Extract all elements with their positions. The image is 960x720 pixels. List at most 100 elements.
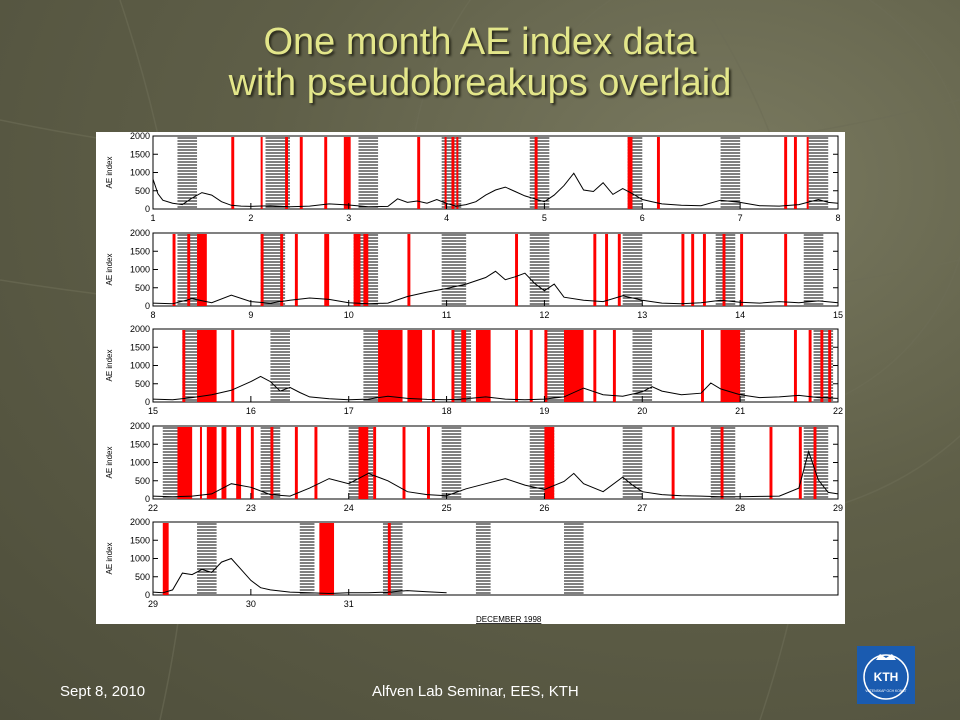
slide-title: One month AE index data with pseudobreak… — [0, 22, 960, 104]
logo-subtext: VETENSKAP OCH KONST — [865, 689, 906, 693]
x-tick-label: 29 — [833, 503, 843, 513]
x-tick-label: 20 — [637, 406, 647, 416]
pseudobreakup-bar — [702, 234, 706, 306]
pseudobreakup-bar — [691, 234, 695, 306]
pseudobreakup-bar — [784, 137, 788, 209]
pseudobreakup-bar — [769, 427, 773, 499]
pseudobreakup-bar — [182, 330, 186, 402]
pseudobreakup-bar — [206, 427, 217, 499]
x-tick-label: 10 — [344, 310, 354, 320]
pseudobreakup-bar — [813, 427, 817, 499]
y-tick-label: 0 — [145, 590, 150, 600]
crown-icon — [876, 654, 896, 660]
pseudobreakup-bar — [617, 234, 621, 306]
pseudobreakup-bar — [373, 427, 377, 499]
pseudobreakup-bar — [343, 137, 351, 209]
pseudobreakup-bar — [260, 137, 263, 209]
pseudobreakup-bar — [172, 234, 176, 306]
pseudobreakup-bar — [529, 330, 533, 402]
pseudobreakup-bar — [722, 234, 726, 306]
pseudobreakup-bar — [363, 234, 369, 306]
y-tick-label: 2000 — [130, 228, 150, 238]
pseudobreakup-bar — [417, 137, 421, 209]
x-tick-label: 6 — [640, 213, 645, 223]
y-tick-label: 500 — [135, 283, 150, 293]
pseudobreakup-bar — [656, 137, 660, 209]
x-tick-label: 24 — [344, 503, 354, 513]
x-tick-label: 22 — [148, 503, 158, 513]
y-tick-label: 1500 — [130, 535, 150, 545]
x-tick-label: 15 — [148, 406, 158, 416]
x-tick-label: 11 — [442, 310, 451, 320]
pseudobreakup-bar — [828, 330, 832, 402]
footer-seminar: Alfven Lab Seminar, EES, KTH — [372, 683, 579, 700]
pseudobreakup-bar — [720, 330, 741, 402]
pseudobreakup-bar — [475, 330, 491, 402]
pseudobreakup-bar — [162, 523, 169, 595]
x-tick-label: 29 — [148, 599, 158, 609]
pseudobreakup-bar — [820, 330, 824, 402]
pseudobreakup-bar — [280, 234, 284, 306]
y-tick-label: 1500 — [130, 149, 150, 159]
title-line-2: with pseudobreakups overlaid — [228, 62, 732, 104]
panel-frame-5 — [152, 521, 839, 596]
x-tick-label: 5 — [542, 213, 547, 223]
title-line-1: One month AE index data — [263, 21, 697, 63]
pseudobreakup-bar — [294, 234, 298, 306]
y-tick-label: 1000 — [130, 265, 150, 275]
pseudobreakup-bar — [285, 137, 289, 209]
pseudobreakup-bar — [270, 427, 274, 499]
pseudobreakup-bar — [407, 234, 411, 306]
pseudobreakup-bar — [612, 330, 616, 402]
pseudobreakup-bar — [319, 523, 335, 595]
x-tick-label: 4 — [444, 213, 449, 223]
y-axis-label: AE index — [105, 542, 114, 574]
x-tick-label: 18 — [442, 406, 452, 416]
y-axis-label: AE index — [105, 253, 114, 285]
pseudobreakup-bar — [353, 234, 361, 306]
pseudobreakup-bar — [564, 330, 584, 402]
y-tick-label: 0 — [145, 397, 150, 407]
y-axis-label: AE index — [105, 156, 114, 188]
pseudobreakup-bar — [250, 427, 254, 499]
pseudobreakup-bar — [681, 234, 685, 306]
pseudobreakup-bar — [402, 427, 406, 499]
pseudobreakup-bar — [701, 330, 704, 402]
y-tick-label: 500 — [135, 186, 150, 196]
pseudobreakup-bar — [451, 330, 455, 402]
pseudobreakup-bar — [197, 234, 207, 306]
pseudobreakup-bar — [593, 330, 597, 402]
y-tick-label: 1500 — [130, 246, 150, 256]
pseudobreakup-bar — [324, 137, 328, 209]
y-tick-label: 0 — [145, 204, 150, 214]
y-tick-label: 2000 — [130, 421, 150, 431]
pseudobreakup-bar — [177, 427, 193, 499]
x-tick-label: 13 — [637, 310, 647, 320]
y-tick-label: 500 — [135, 476, 150, 486]
ae-index-trace — [152, 557, 447, 595]
pseudobreakup-bar — [299, 137, 303, 209]
pseudobreakup-bar — [231, 137, 235, 209]
x-tick-label: 30 — [246, 599, 256, 609]
pseudobreakup-bar — [199, 427, 202, 499]
pseudobreakup-bar — [720, 427, 724, 499]
pseudobreakup-bar — [221, 427, 227, 499]
y-tick-label: 500 — [135, 572, 150, 582]
y-tick-label: 1500 — [130, 342, 150, 352]
chart-panel: 0 500 1000 1500 2000 AE index 1 2 3 4 5 6 7 8 0 500 1000… — [96, 132, 845, 624]
pseudobreakup-bar — [407, 330, 423, 402]
y-tick-label: 1500 — [130, 439, 150, 449]
pseudobreakup-bar — [798, 427, 802, 499]
y-tick-label: 2000 — [130, 324, 150, 334]
ae-index-trace — [152, 449, 839, 498]
y-tick-label: 1000 — [130, 458, 150, 468]
pseudobreakup-bar — [197, 330, 217, 402]
pseudobreakup-bar — [515, 330, 519, 402]
x-tick-label: 1 — [150, 213, 155, 223]
y-tick-label: 0 — [145, 301, 150, 311]
pseudobreakup-bar — [793, 137, 797, 209]
pseudobreakup-bar — [324, 234, 330, 306]
pseudobreakup-bar — [671, 427, 675, 499]
x-tick-label: 16 — [246, 406, 256, 416]
